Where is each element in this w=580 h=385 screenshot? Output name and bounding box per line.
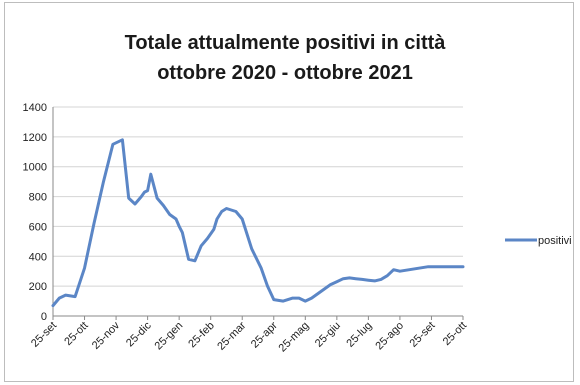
- y-tick-label: 400: [29, 251, 47, 263]
- chart-title: Totale attualmente positivi in città: [125, 32, 447, 54]
- chart-frame: Totale attualmente positivi in città ott…: [4, 2, 574, 382]
- x-tick-label: 25-ago: [373, 320, 406, 353]
- y-tick-label: 1000: [23, 162, 47, 174]
- x-tick-label: 25-set: [29, 320, 59, 350]
- y-tick-label: 1400: [23, 102, 47, 114]
- chart-subtitle: ottobre 2020 - ottobre 2021: [157, 62, 413, 84]
- series-layer: [51, 138, 465, 308]
- series-line-positivi: [51, 138, 465, 308]
- legend: positivi: [505, 235, 572, 247]
- y-tick-label: 0: [41, 311, 47, 323]
- x-tick-label: 25-gen: [153, 320, 186, 353]
- x-tick-label: 25-lug: [344, 320, 374, 350]
- x-tick-label: 25-feb: [186, 320, 217, 351]
- legend-label-positivi: positivi: [538, 235, 572, 247]
- x-tick-label: 25-ott: [441, 320, 469, 348]
- line-chart: Totale attualmente positivi in città ott…: [23, 32, 572, 354]
- x-tick-label: 25-set: [407, 320, 437, 350]
- x-tick-label: 25-ott: [62, 320, 90, 348]
- x-tick-label: 25-mag: [277, 320, 312, 355]
- y-axis: 0 200 400 600 800 1000 1200 1400: [23, 102, 47, 323]
- x-tick-label: 25-giu: [313, 320, 343, 350]
- y-tick-label: 800: [29, 192, 47, 204]
- x-tick-label: 25-nov: [90, 319, 123, 352]
- gridlines: [53, 106, 463, 317]
- x-tick-label: 25-mar: [215, 319, 248, 352]
- x-tick-label: 25-dic: [124, 319, 154, 349]
- y-tick-label: 200: [29, 281, 47, 293]
- y-tick-label: 600: [29, 221, 47, 233]
- y-tick-label: 1200: [23, 132, 47, 144]
